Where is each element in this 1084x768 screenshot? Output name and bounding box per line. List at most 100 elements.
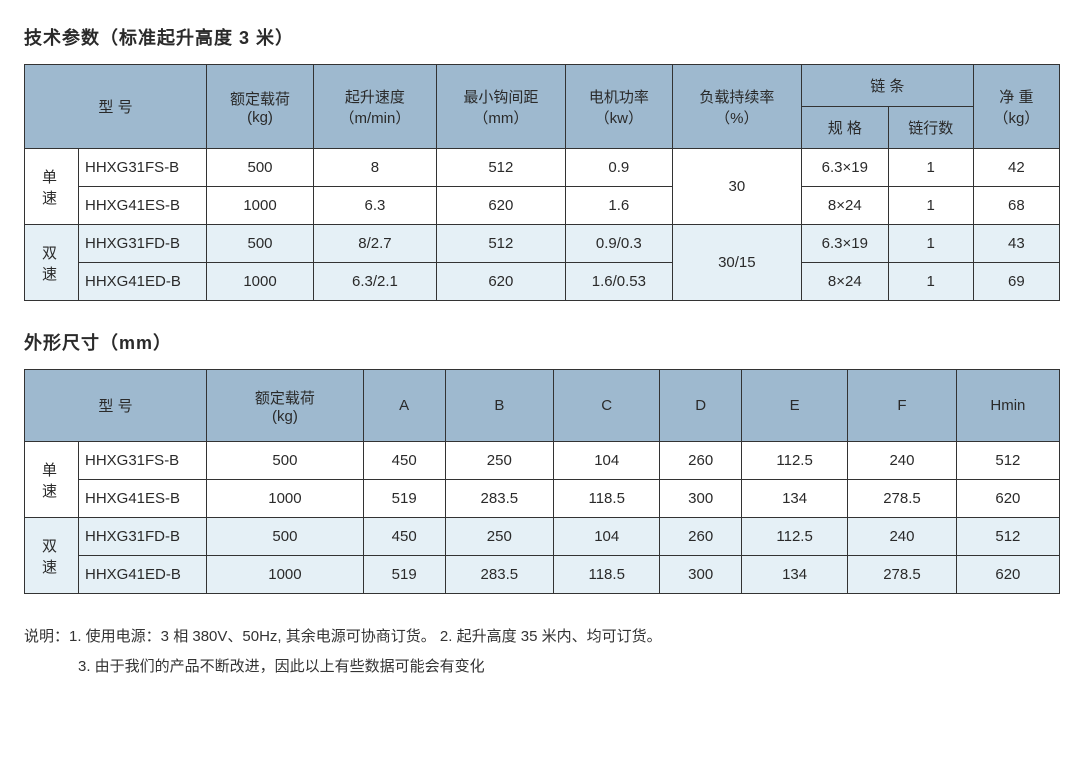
cell-e: 134 xyxy=(742,480,848,518)
th-hmin: Hmin xyxy=(956,370,1059,442)
table-row: HHXG41ED-B 1000 6.3/2.1 620 1.6/0.53 8×2… xyxy=(25,263,1060,301)
th-duty: 负载持续率 （%） xyxy=(672,65,801,149)
cell-b: 250 xyxy=(445,442,554,480)
model-cell: HHXG31FS-B xyxy=(79,442,207,480)
th-model: 型 号 xyxy=(25,65,207,149)
notes-line-1: 说明：1. 使用电源：3 相 380V、50Hz, 其余电源可协商订货。 2. … xyxy=(24,622,1060,652)
th-lift-speed-text: 起升速度 xyxy=(320,86,430,107)
cell-d: 300 xyxy=(660,556,742,594)
th-net-weight: 净 重 （kg） xyxy=(973,65,1059,149)
cell-power: 1.6 xyxy=(565,187,672,225)
cell-hmin: 620 xyxy=(956,480,1059,518)
cell-b: 250 xyxy=(445,518,554,556)
cell-weight: 69 xyxy=(973,263,1059,301)
cell-chain-spec: 8×24 xyxy=(801,263,888,301)
speed-group-dual: 双 速 xyxy=(25,225,79,301)
cell-weight: 68 xyxy=(973,187,1059,225)
th-d: D xyxy=(660,370,742,442)
cell-chain-spec: 8×24 xyxy=(801,187,888,225)
cell-hmin: 620 xyxy=(956,556,1059,594)
model-cell: HHXG41ES-B xyxy=(79,187,207,225)
cell-b: 283.5 xyxy=(445,480,554,518)
table-row: 双 速 HHXG31FD-B 500 8/2.7 512 0.9/0.3 30/… xyxy=(25,225,1060,263)
th-net-weight-text: 净 重 xyxy=(980,86,1053,107)
th-chain-spec: 规 格 xyxy=(801,107,888,149)
cell-e: 134 xyxy=(742,556,848,594)
cell-e: 112.5 xyxy=(742,518,848,556)
th-min-hook-text: 最小钩间距 xyxy=(443,86,559,107)
cell-load: 500 xyxy=(207,149,314,187)
cell-load: 500 xyxy=(207,225,314,263)
table-row: HHXG41ES-B 1000 519 283.5 118.5 300 134 … xyxy=(25,480,1060,518)
th-rated-load: 额定载荷 (kg) xyxy=(207,370,364,442)
cell-hmin: 512 xyxy=(956,518,1059,556)
speed-group-dual: 双 速 xyxy=(25,518,79,594)
th-a: A xyxy=(363,370,445,442)
th-lift-speed: 起升速度 （m/min） xyxy=(314,65,437,149)
speed-group-single: 单 速 xyxy=(25,149,79,225)
th-min-hook: 最小钩间距 （mm） xyxy=(436,65,565,149)
cell-e: 112.5 xyxy=(742,442,848,480)
cell-speed: 6.3/2.1 xyxy=(314,263,437,301)
model-cell: HHXG41ED-B xyxy=(79,556,207,594)
model-cell: HHXG41ED-B xyxy=(79,263,207,301)
notes-line-2: 3. 由于我们的产品不断改进，因此以上有些数据可能会有变化 xyxy=(24,652,1060,682)
cell-hook: 512 xyxy=(436,149,565,187)
cell-d: 260 xyxy=(660,518,742,556)
th-rated-load: 额定载荷 (kg) xyxy=(207,65,314,149)
th-f: F xyxy=(848,370,957,442)
th-motor-power-unit: （kw） xyxy=(572,107,666,128)
cell-weight: 42 xyxy=(973,149,1059,187)
cell-a: 450 xyxy=(363,442,445,480)
cell-f: 278.5 xyxy=(848,556,957,594)
cell-load: 1000 xyxy=(207,556,364,594)
cell-hmin: 512 xyxy=(956,442,1059,480)
cell-d: 300 xyxy=(660,480,742,518)
cell-speed: 8/2.7 xyxy=(314,225,437,263)
model-cell: HHXG41ES-B xyxy=(79,480,207,518)
cell-a: 519 xyxy=(363,480,445,518)
cell-f: 240 xyxy=(848,442,957,480)
cell-chain-count: 1 xyxy=(888,225,973,263)
model-cell: HHXG31FD-B xyxy=(79,518,207,556)
cell-b: 283.5 xyxy=(445,556,554,594)
th-motor-power-text: 电机功率 xyxy=(572,86,666,107)
dims-title: 外形尺寸（mm） xyxy=(24,329,1060,355)
cell-weight: 43 xyxy=(973,225,1059,263)
th-model: 型 号 xyxy=(25,370,207,442)
table-row: 双 速 HHXG31FD-B 500 450 250 104 260 112.5… xyxy=(25,518,1060,556)
cell-hook: 512 xyxy=(436,225,565,263)
cell-duty: 30 xyxy=(672,149,801,225)
cell-d: 260 xyxy=(660,442,742,480)
th-lift-speed-unit: （m/min） xyxy=(320,107,430,128)
cell-power: 0.9/0.3 xyxy=(565,225,672,263)
cell-c: 104 xyxy=(554,442,660,480)
model-cell: HHXG31FS-B xyxy=(79,149,207,187)
th-min-hook-unit: （mm） xyxy=(443,107,559,128)
cell-a: 450 xyxy=(363,518,445,556)
cell-c: 118.5 xyxy=(554,556,660,594)
spec-title: 技术参数（标准起升高度 3 米） xyxy=(24,24,1060,50)
cell-speed: 8 xyxy=(314,149,437,187)
th-rated-load-unit: (kg) xyxy=(213,408,357,425)
dims-table: 型 号 额定载荷 (kg) A B C D E F Hmin 单 速 HHXG3… xyxy=(24,369,1060,594)
cell-c: 118.5 xyxy=(554,480,660,518)
cell-chain-count: 1 xyxy=(888,263,973,301)
cell-load: 1000 xyxy=(207,187,314,225)
th-rated-load-text: 额定载荷 xyxy=(213,88,307,109)
cell-chain-count: 1 xyxy=(888,187,973,225)
speed-group-single: 单 速 xyxy=(25,442,79,518)
cell-load: 1000 xyxy=(207,263,314,301)
cell-chain-spec: 6.3×19 xyxy=(801,149,888,187)
cell-load: 500 xyxy=(207,442,364,480)
cell-chain-count: 1 xyxy=(888,149,973,187)
cell-hook: 620 xyxy=(436,263,565,301)
th-chain: 链 条 xyxy=(801,65,973,107)
table-row: 单 速 HHXG31FS-B 500 8 512 0.9 30 6.3×19 1… xyxy=(25,149,1060,187)
cell-load: 1000 xyxy=(207,480,364,518)
model-cell: HHXG31FD-B xyxy=(79,225,207,263)
cell-power: 1.6/0.53 xyxy=(565,263,672,301)
th-rated-load-text: 额定载荷 xyxy=(213,387,357,408)
cell-a: 519 xyxy=(363,556,445,594)
cell-load: 500 xyxy=(207,518,364,556)
